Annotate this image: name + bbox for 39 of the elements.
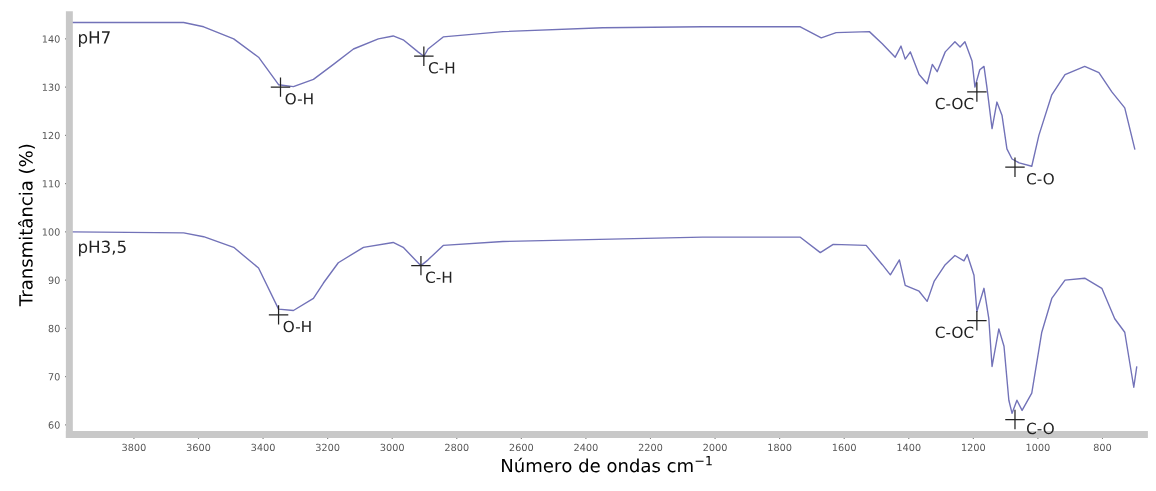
annotation: O-H bbox=[283, 320, 311, 333]
x-tick-label: 1000 bbox=[1026, 443, 1050, 452]
y-tick-label: 60 bbox=[48, 421, 60, 429]
y-tick-label: 110 bbox=[42, 180, 60, 188]
x-tick-label: 3600 bbox=[186, 443, 211, 452]
x-tick-label: 2600 bbox=[509, 443, 534, 452]
x-tick-label: 800 bbox=[1093, 443, 1112, 452]
annotation: C-O bbox=[1026, 422, 1054, 435]
annotation: C-OC bbox=[935, 97, 974, 110]
y-tick-label: 120 bbox=[42, 131, 60, 140]
line-series bbox=[71, 21, 1136, 167]
annotation: C-H bbox=[425, 271, 452, 284]
x-tick-label: 2800 bbox=[445, 443, 469, 452]
series-label: pH3,5 bbox=[79, 240, 126, 257]
annotation: C-OC bbox=[935, 326, 974, 339]
x-tick-label: 1800 bbox=[768, 443, 792, 452]
x-tick-label: 2400 bbox=[574, 443, 598, 452]
y-tick-label: 90 bbox=[48, 276, 60, 284]
y-tick-label: 100 bbox=[42, 228, 60, 236]
y-tick-label: 70 bbox=[48, 373, 60, 381]
annotation: C-O bbox=[1026, 173, 1054, 185]
x-tick-label: 1600 bbox=[832, 443, 856, 452]
x-tick-label: 3000 bbox=[380, 443, 404, 452]
line-series bbox=[71, 231, 1138, 414]
annotation: O-H bbox=[285, 92, 313, 105]
x-tick-label: 2200 bbox=[638, 443, 663, 452]
x-tick-label: 3800 bbox=[122, 443, 146, 452]
x-tick-label: 2000 bbox=[703, 443, 727, 452]
x-tick-label: 3400 bbox=[251, 443, 275, 452]
x-axis-title: Número de ondas cm$^{−1}$ bbox=[502, 456, 712, 473]
x-tick-label: 3200 bbox=[316, 443, 340, 452]
y-tick-label: 130 bbox=[42, 83, 60, 91]
x-tick-label: 1200 bbox=[962, 443, 986, 452]
y-tick-label: 140 bbox=[42, 35, 60, 43]
series-label: pH7 bbox=[79, 31, 110, 47]
annotation: C-H bbox=[428, 62, 455, 74]
y-tick-label: 80 bbox=[48, 324, 60, 333]
x-tick-label: 1400 bbox=[897, 443, 921, 452]
y-axis-title: Transmitância (%) bbox=[18, 144, 35, 307]
